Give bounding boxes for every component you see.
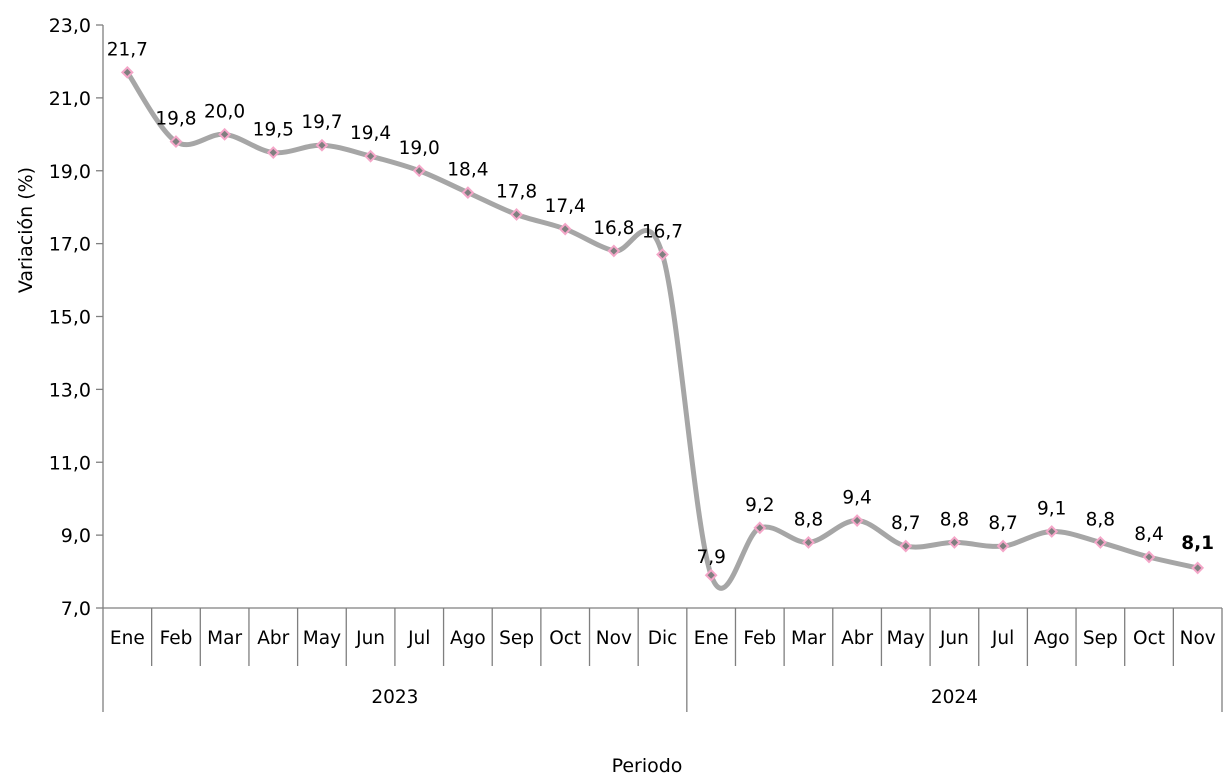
data-label: 19,5 xyxy=(253,120,294,141)
x-tick-label-month: Oct xyxy=(1133,628,1165,649)
y-axis-ticks: 7,0 9,0 11,0 13,0 15,0 17,0 19,0 21,0 23,0 xyxy=(49,15,103,620)
data-label: 9,4 xyxy=(842,488,871,509)
x-tick-label-month: Nov xyxy=(1180,628,1216,649)
data-label: 8,7 xyxy=(988,513,1017,534)
x-tick-label-month: Ene xyxy=(110,628,145,649)
data-point-marker xyxy=(461,186,475,200)
series-markers xyxy=(120,65,1205,582)
x-axis-title: Periodo xyxy=(612,755,683,775)
x-group-label: 2023 xyxy=(371,687,418,708)
data-point-marker xyxy=(947,535,961,549)
y-tick-label: 7,0 xyxy=(61,598,91,620)
x-tick-label-month: Nov xyxy=(596,628,632,649)
x-group-label: 2024 xyxy=(931,687,978,708)
x-tick-label-month: May xyxy=(303,628,341,649)
data-label: 19,4 xyxy=(350,123,391,144)
x-tick-label-month: Dic xyxy=(648,628,678,649)
data-point-marker xyxy=(850,514,864,527)
x-tick-label-month: Jul xyxy=(407,628,430,649)
data-label: 21,7 xyxy=(107,39,148,60)
data-label: 8,8 xyxy=(794,509,823,530)
x-tick-label-month: Mar xyxy=(791,628,826,649)
x-axis-ticks: Ene Feb Mar Abr May Jun Jul Ago Sep Oct Nov Dic Ene F… xyxy=(102,608,1223,712)
data-label: 8,8 xyxy=(1086,509,1115,530)
x-tick-label-month: Abr xyxy=(257,628,289,649)
data-label: 9,1 xyxy=(1037,498,1066,519)
x-tick-label-month: Jul xyxy=(991,628,1014,649)
data-label: 16,7 xyxy=(642,222,683,243)
data-labels: 21,7 19,8 20,0 19,5 19,7 19,4 19,0 18,4 17,8 17,4… xyxy=(107,39,1214,568)
data-point-marker xyxy=(1142,550,1156,564)
data-label: 8,8 xyxy=(940,509,969,530)
data-point-marker xyxy=(656,248,669,261)
y-tick-label: 11,0 xyxy=(49,452,91,474)
y-tick-label: 9,0 xyxy=(61,525,91,547)
data-point-marker xyxy=(753,521,767,535)
x-tick-label-month: Feb xyxy=(743,628,776,649)
x-tick-label-month: Jun xyxy=(939,628,969,649)
data-point-marker xyxy=(1093,535,1107,549)
data-point-marker xyxy=(169,135,183,149)
data-point-marker xyxy=(315,138,329,152)
data-label: 19,7 xyxy=(301,112,342,133)
x-tick-label-month: Oct xyxy=(549,628,581,649)
data-label: 7,9 xyxy=(696,547,725,568)
x-tick-label-month: Abr xyxy=(841,628,873,649)
data-point-marker xyxy=(412,164,426,178)
data-label: 17,4 xyxy=(545,196,586,217)
data-label: 8,7 xyxy=(891,513,920,534)
x-tick-label-month: Mar xyxy=(207,628,242,649)
data-label: 8,4 xyxy=(1134,524,1163,545)
data-point-marker xyxy=(1191,561,1205,575)
data-point-marker xyxy=(120,65,134,79)
data-point-marker xyxy=(364,149,378,163)
data-point-marker xyxy=(510,208,523,221)
data-point-marker xyxy=(996,539,1010,553)
data-point-marker xyxy=(558,222,572,236)
y-tick-label: 13,0 xyxy=(49,379,91,401)
x-tick-label-month: Sep xyxy=(499,628,534,649)
data-label: 18,4 xyxy=(447,160,488,181)
data-point-marker xyxy=(704,568,718,582)
x-tick-label-month: Ene xyxy=(694,628,729,649)
data-point-marker xyxy=(607,244,621,258)
y-tick-label: 23,0 xyxy=(49,15,91,37)
data-label: 8,1 xyxy=(1181,533,1214,554)
x-tick-label-month: Ago xyxy=(450,628,486,649)
y-tick-label: 17,0 xyxy=(49,234,91,256)
y-tick-label: 21,0 xyxy=(49,88,91,110)
data-label: 19,0 xyxy=(399,138,440,159)
data-point-marker xyxy=(899,539,913,553)
x-tick-label-month: Feb xyxy=(160,628,193,649)
data-label: 17,8 xyxy=(496,181,537,202)
data-point-marker xyxy=(1045,525,1059,538)
data-label: 9,2 xyxy=(745,495,774,516)
x-tick-label-month: Sep xyxy=(1083,628,1118,649)
data-label: 19,8 xyxy=(155,109,196,130)
x-tick-label-month: Ago xyxy=(1034,628,1070,649)
data-point-marker xyxy=(802,535,815,549)
x-tick-label-month: May xyxy=(887,628,925,649)
y-axis-title: Variación (%) xyxy=(15,167,37,293)
chart-axes xyxy=(102,25,1222,609)
data-point-marker xyxy=(218,127,232,141)
data-point-marker xyxy=(266,146,280,159)
x-tick-label-month: Jun xyxy=(355,628,385,649)
data-label: 20,0 xyxy=(204,101,245,122)
y-tick-label: 19,0 xyxy=(49,161,91,183)
data-label: 16,8 xyxy=(593,218,634,239)
y-tick-label: 15,0 xyxy=(49,307,91,329)
